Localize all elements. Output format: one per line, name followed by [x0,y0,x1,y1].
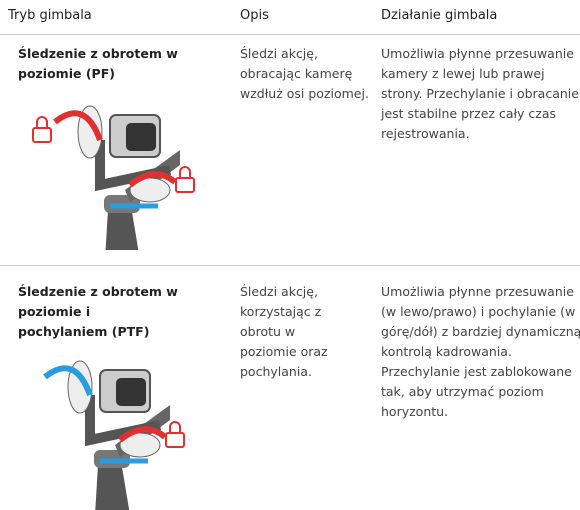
mode-name: Śledzenie z obrotem w poziomie (PF) [18,46,178,81]
mode-description: Śledzi akcję, korzystając z obrotu w poz… [240,284,328,379]
gimbal-illustration [32,105,195,250]
mode-action: Umożliwia płynne przesuwanie (w lewo/pra… [381,284,580,419]
mode-name: Śledzenie z obrotem w poziomie i pochyla… [18,284,178,339]
mode-description: Śledzi akcję, obracając kamerę wzdłuż os… [240,46,369,101]
header-rule [0,34,580,35]
header-description: Opis [240,8,269,23]
row-rule [0,265,580,266]
mode-action: Umożliwia płynne przesuwanie kamery z le… [381,46,579,141]
gimbal-illustration [43,360,185,510]
header-action: Działanie gimbala [381,8,498,23]
header-mode: Tryb gimbala [8,8,92,23]
